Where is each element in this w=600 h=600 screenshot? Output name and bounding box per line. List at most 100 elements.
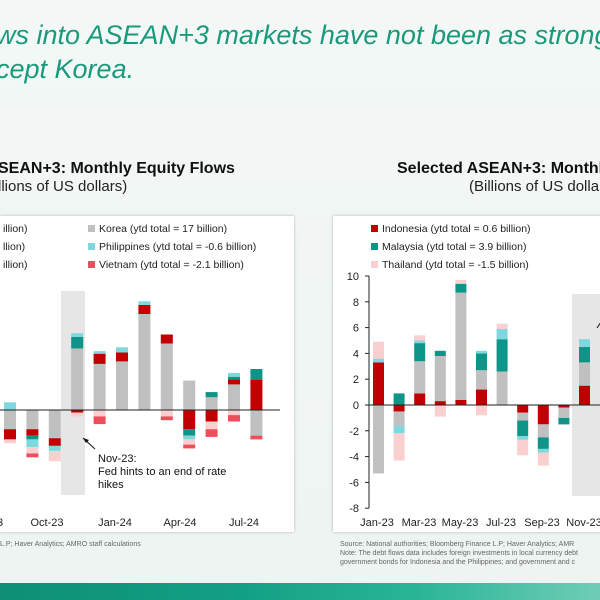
legend-label-indonesia: illion) [3, 223, 28, 235]
bar-thailand-aug-23 [517, 439, 529, 456]
bar-indonesia-nov-23 [579, 385, 590, 406]
bar-korea-nov-23 [579, 362, 590, 386]
legend-swatch-indonesia [371, 225, 378, 232]
bar-malaysia-nov-23 [71, 337, 84, 349]
bar-indonesia-may-24 [205, 410, 218, 422]
bar-malaysia-sep-23 [537, 437, 549, 449]
bar-indonesia-oct-23 [48, 438, 61, 446]
right-chart-title: Selected ASEAN+3: Monthly [397, 160, 600, 177]
legend-label-malaysia: llion) [3, 241, 25, 253]
bar-malaysia-jul-24 [250, 369, 263, 380]
bar-philippines-oct-23 [48, 445, 61, 451]
bar-korea-sep-23 [26, 410, 39, 430]
bar-malaysia-may-24 [205, 392, 218, 398]
bar-vietnam-jul-24 [250, 435, 263, 440]
bar-korea-apr-24 [183, 380, 196, 410]
bar-indonesia-feb-24 [138, 305, 151, 314]
bar-indonesia-aug-23 [4, 429, 16, 440]
bar-philippines-dec-23 [93, 351, 106, 354]
annotation-line-1: Nov-23: [98, 453, 137, 465]
bar-korea-dec-23 [93, 363, 106, 410]
bar-philippines-feb-23 [393, 425, 405, 434]
bar-thailand-nov-23 [71, 412, 84, 417]
bar-thailand-jul-23 [496, 323, 508, 329]
bar-indonesia-jul-24 [250, 379, 263, 410]
bar-philippines-sep-23 [537, 448, 549, 453]
bar-thailand-may-23 [455, 279, 467, 284]
bar-korea-apr-23 [434, 356, 446, 402]
legend-label-thailand: illion) [3, 259, 28, 271]
bar-korea-oct-23 [558, 407, 570, 418]
legend-label-thailand: Thailand (ytd total = -1.5 billion) [382, 259, 529, 271]
legend-swatch-malaysia [371, 243, 378, 250]
right-source-note: Source: National authorities; Bloomberg … [340, 541, 575, 548]
y-tick-label: -6 [349, 477, 359, 489]
bar-indonesia-oct-23 [558, 405, 570, 408]
right-chart-panel: Indonesia (ytd total = 0.6 billion) Malay… [333, 216, 600, 532]
right-note-line-2: government bonds for Indonesia and the P… [340, 559, 576, 566]
x-tick-label: Jul-24 [229, 517, 259, 529]
x-tick-label: Apr-24 [163, 517, 196, 529]
bar-thailand-jun-23 [476, 405, 487, 416]
left-chart-plot: 3 Oct-23 Jan-24 Apr-24 Jul-24 [0, 291, 280, 529]
bar-thailand-mar-24 [160, 410, 173, 417]
bar-philippines-aug-23 [4, 402, 16, 410]
bar-thailand-aug-23 [4, 439, 16, 444]
bar-indonesia-jun-23 [476, 389, 487, 405]
bar-malaysia-mar-23 [414, 343, 426, 362]
bar-indonesia-nov-23 [71, 410, 84, 413]
bar-thailand-sep-23 [26, 447, 39, 454]
legend-label-indonesia: Indonesia (ytd total = 0.6 billion) [382, 223, 531, 235]
bar-thailand-jun-24 [228, 410, 240, 416]
bar-thailand-jan-23 [373, 341, 384, 359]
footer-band [0, 583, 600, 600]
bar-malaysia-may-23 [455, 283, 467, 293]
bar-malaysia-sep-23 [26, 435, 39, 440]
bar-vietnam-sep-23 [26, 453, 39, 458]
annotation-line-3: hikes [98, 479, 124, 491]
bar-korea-jun-24 [228, 384, 240, 410]
headline-line-2: cept Korea. [0, 54, 135, 84]
left-chart-legend: illion) llion) illion) Korea (ytd total = 1… [3, 223, 256, 271]
bar-korea-sep-23 [537, 424, 549, 438]
bar-korea-jun-23 [476, 370, 487, 390]
bar-indonesia-jan-23 [373, 362, 384, 405]
bar-thailand-may-24 [205, 421, 218, 430]
bar-philippines-nov-23 [579, 339, 590, 347]
y-tick-label: -4 [349, 452, 359, 464]
bar-malaysia-oct-23 [558, 417, 570, 425]
bar-malaysia-jul-23 [496, 339, 508, 372]
bar-korea-oct-23 [48, 410, 61, 439]
right-chart-legend: Indonesia (ytd total = 0.6 billion) Malay… [371, 223, 531, 271]
bar-korea-feb-24 [138, 314, 151, 410]
bar-malaysia-jun-23 [476, 353, 487, 371]
legend-label-philippines: Philippines (ytd total = -0.6 billion) [99, 241, 256, 253]
right-note-line-1: Note: The debt flows data includes forei… [340, 550, 578, 557]
bar-philippines-mar-23 [414, 340, 426, 344]
y-tick-label: -2 [349, 426, 359, 438]
bar-korea-may-23 [455, 292, 467, 400]
bar-vietnam-dec-23 [93, 416, 106, 425]
bar-thailand-mar-23 [414, 335, 426, 341]
bar-korea-mar-23 [414, 361, 426, 394]
x-tick-label: Oct-23 [30, 517, 63, 529]
bar-korea-jan-23 [373, 405, 384, 474]
bar-thailand-apr-24 [183, 439, 196, 445]
bar-malaysia-apr-24 [183, 429, 196, 436]
x-tick-label: Sep-23 [524, 517, 559, 529]
bar-korea-aug-23 [4, 410, 16, 430]
bar-korea-aug-23 [517, 412, 529, 421]
bar-philippines-jan-24 [116, 347, 128, 353]
bar-philippines-jan-23 [373, 358, 384, 363]
bar-vietnam-may-24 [205, 429, 218, 437]
bar-philippines-jun-24 [228, 372, 240, 377]
legend-swatch-vietnam [88, 261, 95, 268]
bar-indonesia-mar-23 [414, 393, 426, 405]
bar-thailand-dec-23 [93, 410, 106, 417]
x-tick-label: May-23 [442, 517, 479, 529]
bar-korea-jul-24 [250, 410, 263, 436]
bar-malaysia-nov-23 [579, 346, 590, 363]
bar-philippines-aug-23 [517, 436, 529, 440]
